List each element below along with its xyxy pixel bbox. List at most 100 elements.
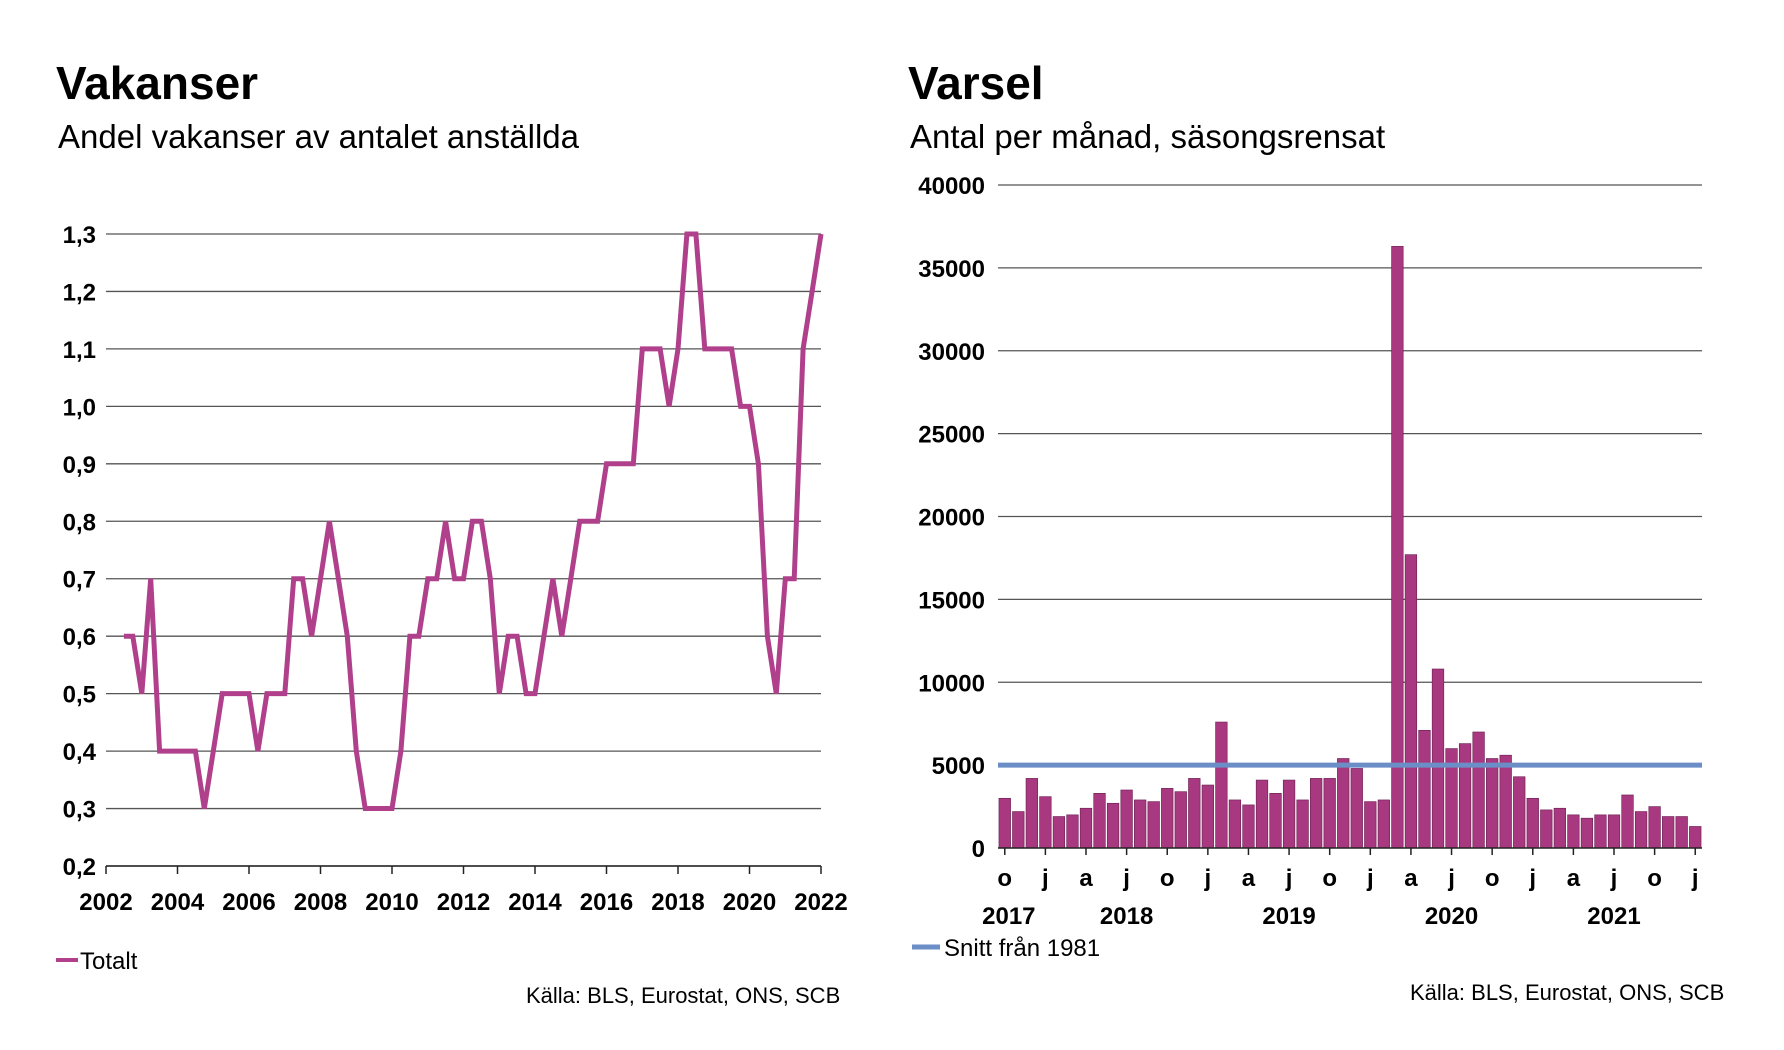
legend-label-average: Snitt från 1981 <box>944 935 1100 962</box>
x-month-label: j <box>1122 865 1130 892</box>
x-axis <box>105 865 822 874</box>
y-tick-label: 1,2 <box>63 279 96 306</box>
bar <box>1310 778 1323 849</box>
bar <box>1526 797 1539 849</box>
x-month-label: o <box>1322 865 1337 892</box>
left-chart-subtitle: Andel vakanser av antalet anställda <box>58 118 580 155</box>
right-chart-subtitle: Antal per månad, säsongsrensat <box>910 118 1386 155</box>
bar <box>1391 246 1404 849</box>
x-tick-label: 2020 <box>723 889 776 916</box>
bar <box>1269 793 1282 849</box>
legend: Totalt <box>56 948 138 975</box>
x-tick-label: 2008 <box>294 889 347 916</box>
bar <box>1418 730 1431 849</box>
y-gridlines <box>106 233 821 867</box>
vacancy-line-chart: 0,2 0,3 0,4 0,5 0,6 0,7 0,8 0,9 1,0 1,1 1,2 1,3 200… <box>56 222 848 975</box>
right-source: Källa: BLS, Eurostat, ONS, SCB <box>1410 980 1725 1005</box>
y-tick-label: 0,5 <box>63 682 96 709</box>
series-line-totalt <box>123 231 824 811</box>
x-year-label: 2019 <box>1262 903 1315 930</box>
y-tick-label: 25000 <box>918 422 985 449</box>
y-tick-label: 40000 <box>918 173 985 200</box>
y-tick-label: 20000 <box>918 505 985 532</box>
legend: Snitt från 1981 <box>912 935 1100 962</box>
y-tick-label: 1,1 <box>63 337 96 364</box>
bar <box>1106 802 1120 849</box>
bar <box>1458 743 1472 849</box>
x-tick-label: 2002 <box>79 889 132 916</box>
x-tick-label: 2016 <box>580 889 633 916</box>
bar <box>1580 817 1594 849</box>
x-month-label: j <box>1610 865 1618 892</box>
x-month-label: j <box>1041 865 1049 892</box>
x-month-label: a <box>1079 865 1093 892</box>
y-tick-label: 5000 <box>932 753 985 780</box>
y-tick-label: 15000 <box>918 587 985 614</box>
left-source: Källa: BLS, Eurostat, ONS, SCB <box>526 983 841 1008</box>
bar <box>1012 811 1025 849</box>
x-month-label: o <box>997 865 1012 892</box>
x-tick-label: 2018 <box>651 889 704 916</box>
y-tick-label: 10000 <box>918 670 985 697</box>
bar <box>1513 776 1526 849</box>
x-year-label: 2020 <box>1425 903 1478 930</box>
x-axis <box>998 847 1702 855</box>
bar <box>1350 768 1363 849</box>
x-month-label: o <box>1485 865 1500 892</box>
x-tick-label: 2004 <box>151 889 205 916</box>
bar <box>1689 826 1702 849</box>
bar <box>1404 554 1418 849</box>
x-tick-label: 2010 <box>365 889 418 916</box>
x-month-label: j <box>1285 865 1293 892</box>
x-month-label: j <box>1366 865 1374 892</box>
y-tick-label: 35000 <box>918 256 985 283</box>
y-tick-label: 0,9 <box>63 452 96 479</box>
y-tick-label: 0,3 <box>63 797 96 824</box>
bar <box>1079 807 1093 849</box>
x-axis-ticks: 2002 2004 2006 2008 2010 2012 2014 2016 2018 2020… <box>79 889 847 916</box>
y-tick-label: 0,8 <box>63 509 96 536</box>
bar <box>1201 784 1214 849</box>
bar <box>1052 816 1066 849</box>
bar <box>1540 809 1553 849</box>
y-tick-label: 1,0 <box>63 394 96 421</box>
bar <box>1431 668 1445 849</box>
x-year-label: 2017 <box>982 903 1035 930</box>
bar <box>1093 793 1106 849</box>
bar <box>1255 779 1269 849</box>
x-month-label: j <box>1204 865 1212 892</box>
bar <box>1174 791 1187 849</box>
x-month-label: o <box>1647 865 1662 892</box>
bar <box>1621 794 1634 849</box>
y-gridlines <box>998 184 1702 766</box>
x-month-label: j <box>1528 865 1536 892</box>
bar <box>1486 758 1499 849</box>
bar <box>1215 721 1228 849</box>
x-month-label: a <box>1242 865 1256 892</box>
bar <box>1323 778 1336 849</box>
bar <box>1634 811 1648 849</box>
left-chart-title: Vakanser <box>56 57 259 109</box>
bar <box>1120 789 1133 849</box>
bar <box>1499 754 1512 849</box>
bar <box>1472 731 1485 849</box>
bar <box>1188 778 1201 849</box>
bar <box>1242 804 1255 849</box>
x-year-label: 2021 <box>1587 903 1640 930</box>
y-axis-ticks: 0 5000 10000 15000 20000 25000 30000 35000 40000 <box>918 173 985 863</box>
right-chart-title: Varsel <box>908 57 1044 109</box>
bar <box>1594 814 1607 849</box>
bar <box>1607 814 1621 849</box>
y-tick-label: 1,3 <box>63 222 96 249</box>
bar <box>1161 788 1174 849</box>
bar <box>1662 816 1675 849</box>
layoff-bar-chart: 0 5000 10000 15000 20000 25000 30000 35000 40000… <box>912 173 1702 962</box>
y-tick-label: 0,7 <box>63 567 96 594</box>
y-axis-ticks: 0,2 0,3 0,4 0,5 0,6 0,7 0,8 0,9 1,0 1,1 1,2 1,3 <box>63 222 97 881</box>
bar <box>1134 799 1147 849</box>
y-tick-label: 30000 <box>918 339 985 366</box>
bar <box>1377 799 1390 849</box>
bars <box>998 246 1702 849</box>
bar <box>998 797 1011 849</box>
